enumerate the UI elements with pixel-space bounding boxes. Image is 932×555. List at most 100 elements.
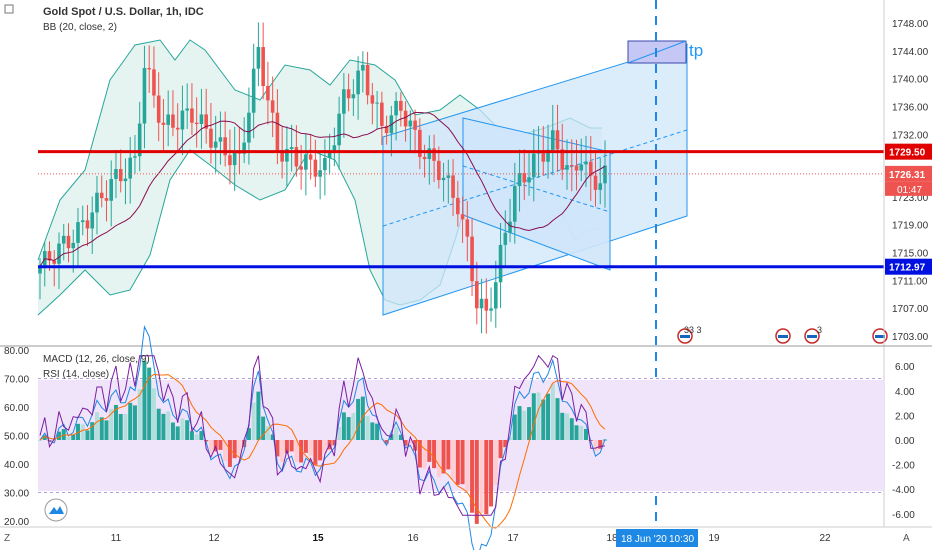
candle-body[interactable] [209,128,213,148]
candle-body[interactable] [256,47,261,69]
candle-body[interactable] [194,122,199,125]
candle-body[interactable] [351,94,356,99]
candle-body[interactable] [498,244,503,283]
candle-body[interactable] [232,152,237,166]
candle-body[interactable] [541,150,546,162]
candle-body[interactable] [95,192,99,213]
candle-body[interactable] [327,151,332,158]
candle-body[interactable] [218,137,223,142]
candle-body[interactable] [270,100,275,113]
candle-body[interactable] [190,108,194,123]
candle-body[interactable] [228,155,232,166]
candle-body[interactable] [603,165,607,184]
candle-body[interactable] [109,178,114,201]
candle-body[interactable] [66,235,71,249]
candle-body[interactable] [147,67,152,70]
candle-body[interactable] [380,102,384,126]
candle-body[interactable] [166,114,170,125]
candle-body[interactable] [299,166,303,170]
candle-body[interactable] [261,47,265,87]
candle-body[interactable] [308,154,313,160]
candle-body[interactable] [247,112,251,143]
candle-body[interactable] [574,165,579,171]
inner-channel[interactable] [462,117,611,271]
candle-body[interactable] [285,149,289,162]
candle-body[interactable] [460,214,465,220]
candle-body[interactable] [370,95,375,104]
candle-body[interactable] [375,102,379,104]
candle-body[interactable] [289,147,294,150]
candle-body[interactable] [437,160,441,181]
candle-body[interactable] [313,159,318,177]
candle-body[interactable] [546,149,550,162]
candle-body[interactable] [569,165,574,167]
candle-body[interactable] [76,222,80,243]
candle-body[interactable] [560,149,565,170]
candle-body[interactable] [332,145,337,152]
candle-body[interactable] [128,157,133,179]
candle-body[interactable] [361,64,365,71]
candle-body[interactable] [475,281,479,309]
candle-body[interactable] [418,129,422,157]
candle-body[interactable] [517,173,522,187]
candle-body[interactable] [99,192,104,199]
candle-body[interactable] [408,120,413,127]
candle-body[interactable] [38,266,42,274]
candle-body[interactable] [527,177,531,183]
candle-body[interactable] [522,173,527,183]
candle-body[interactable] [80,220,85,223]
candle-body[interactable] [403,110,408,127]
candle-body[interactable] [512,186,517,222]
candle-body[interactable] [394,100,398,116]
candle-body[interactable] [304,154,308,170]
candle-body[interactable] [294,147,299,167]
candle-body[interactable] [413,120,417,130]
candle-body[interactable] [588,161,593,176]
candle-body[interactable] [213,141,218,148]
candle-body[interactable] [579,164,584,171]
candle-body[interactable] [484,298,489,311]
candle-body[interactable] [323,157,327,171]
candle-body[interactable] [465,219,470,237]
candle-body[interactable] [180,110,185,130]
candle-body[interactable] [503,232,508,245]
candle-body[interactable] [137,123,142,157]
candle-body[interactable] [171,114,175,128]
candle-body[interactable] [280,150,284,162]
candle-body[interactable] [493,282,498,309]
candle-body[interactable] [422,156,427,160]
candle-body[interactable] [555,130,560,150]
candle-body[interactable] [479,298,484,309]
candle-body[interactable] [104,198,109,201]
candle-body[interactable] [114,169,118,179]
candle-body[interactable] [47,251,52,261]
candle-body[interactable] [593,175,598,190]
candle-body[interactable] [432,148,436,161]
candle-body[interactable] [337,113,341,146]
candle-body[interactable] [156,95,161,123]
candle-body[interactable] [199,114,204,125]
candle-body[interactable] [384,125,389,134]
candle-body[interactable] [356,70,360,95]
candle-body[interactable] [152,69,156,96]
candle-body[interactable] [52,260,57,264]
candle-body[interactable] [550,130,555,150]
candle-body[interactable] [342,89,346,114]
candle-body[interactable] [508,221,512,233]
candle-body[interactable] [365,64,370,96]
candle-body[interactable] [90,212,95,229]
candle-body[interactable] [565,165,569,170]
candle-body[interactable] [133,156,137,158]
candle-body[interactable] [446,175,451,178]
candle-body[interactable] [456,197,460,215]
candle-body[interactable] [185,108,189,111]
candle-body[interactable] [275,112,280,151]
candle-body[interactable] [57,243,61,264]
candle-body[interactable] [470,236,474,282]
candle-body[interactable] [266,86,270,101]
candle-body[interactable] [118,169,123,182]
candle-body[interactable] [251,68,256,113]
candle-body[interactable] [61,235,66,244]
